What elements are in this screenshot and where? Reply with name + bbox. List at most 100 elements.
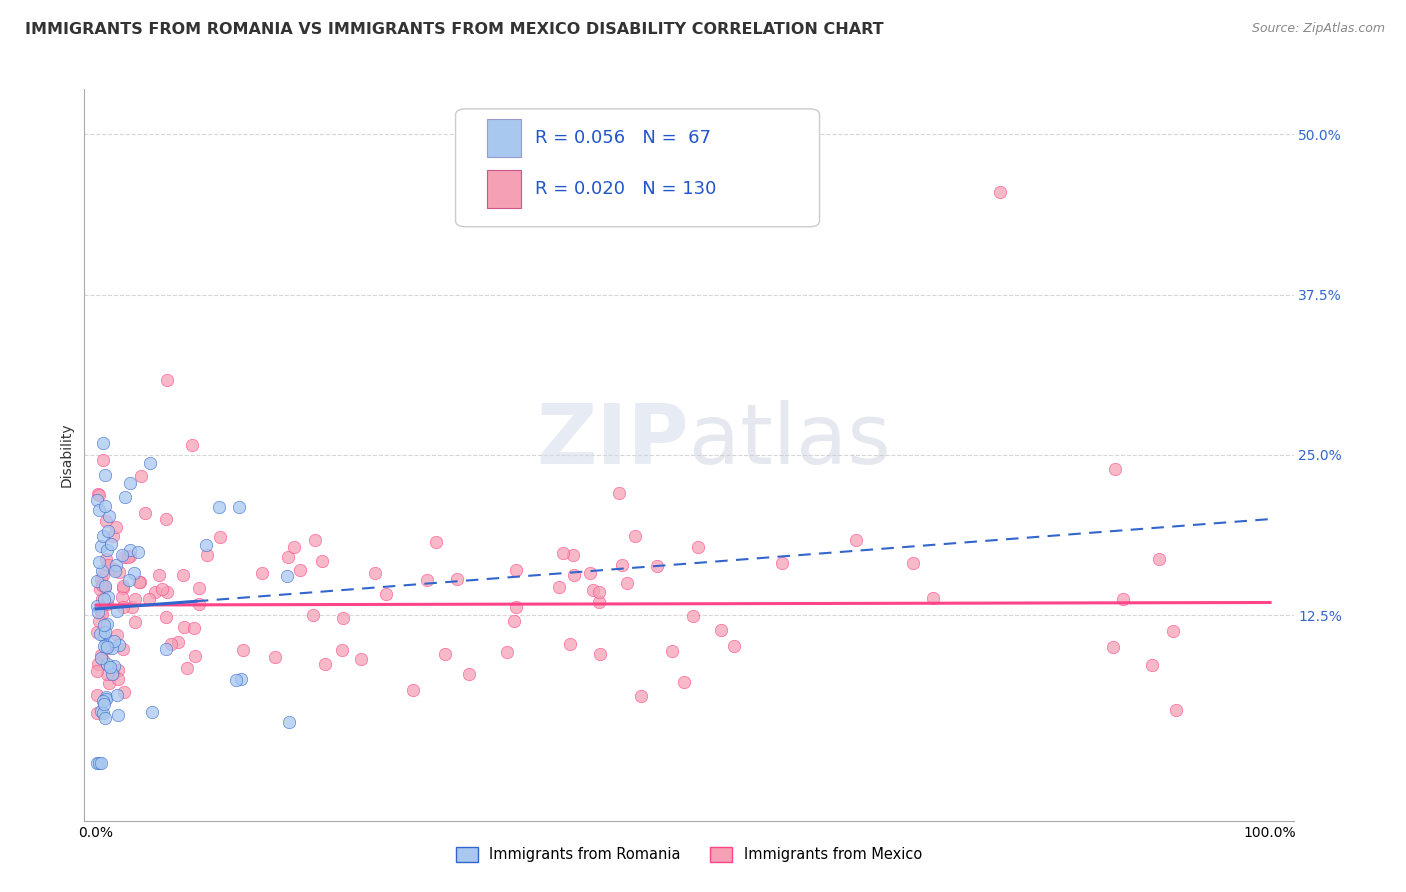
Point (86, 574, 108, 589)
Point (86, 599, 108, 614)
Point (91, 607, 114, 621)
Point (86, 689, 108, 703)
Point (228, 500, 250, 514)
Point (105, 688, 128, 702)
Point (93, 592, 115, 607)
Point (121, 599, 143, 614)
Point (93, 697, 115, 711)
Point (172, 568, 194, 582)
Point (90, 572, 112, 586)
Point (496, 645, 519, 659)
Point (402, 683, 425, 698)
Point (86, 624, 108, 639)
Point (553, 546, 575, 560)
Point (87, 605, 110, 619)
Point (263, 649, 285, 664)
Text: atlas: atlas (689, 400, 890, 481)
Point (903, 556, 925, 570)
Point (673, 675, 696, 690)
Point (112, 685, 135, 699)
Point (96, 598, 118, 612)
Point (91, 578, 114, 592)
Point (582, 583, 605, 598)
Point (124, 592, 146, 607)
Point (107, 604, 129, 618)
Point (607, 486, 630, 500)
Point (98, 508, 121, 523)
Point (208, 500, 231, 514)
Point (89, 626, 111, 640)
Point (173, 620, 195, 634)
Point (87, 614, 110, 628)
Point (91, 568, 114, 582)
Point (90, 591, 112, 606)
Point (87, 488, 110, 502)
Point (91, 653, 114, 667)
Point (138, 592, 160, 607)
Point (645, 559, 668, 574)
Point (111, 590, 134, 604)
Point (91, 694, 114, 708)
Bar (486, 120, 520, 157)
Point (89, 648, 111, 662)
Point (96, 616, 118, 631)
Point (93, 617, 115, 632)
Point (94, 581, 117, 595)
Point (770, 556, 793, 570)
Point (94, 624, 117, 639)
Point (187, 581, 209, 595)
Point (176, 661, 198, 675)
Point (141, 706, 163, 720)
Point (91, 453, 114, 467)
Point (624, 528, 647, 542)
Point (124, 615, 146, 630)
Point (1164, 703, 1187, 717)
Point (111, 599, 134, 614)
Point (89, 756, 111, 770)
Point (502, 614, 524, 628)
Point (90, 756, 112, 770)
Point (139, 456, 162, 470)
Point (104, 558, 127, 572)
Point (187, 597, 209, 611)
Text: R = 0.020   N = 130: R = 0.020 N = 130 (536, 180, 717, 198)
Text: IMMIGRANTS FROM ROMANIA VS IMMIGRANTS FROM MEXICO DISABILITY CORRELATION CHART: IMMIGRANTS FROM ROMANIA VS IMMIGRANTS FR… (25, 22, 884, 37)
Point (374, 586, 396, 600)
Point (90, 539, 112, 553)
Point (96, 657, 118, 671)
Point (155, 584, 177, 599)
Point (332, 611, 354, 625)
Point (91, 564, 114, 578)
Point (314, 657, 336, 672)
Point (112, 549, 135, 564)
Point (89, 502, 111, 516)
Point (682, 609, 704, 624)
Point (160, 637, 183, 651)
Point (96, 552, 118, 566)
Point (118, 475, 141, 490)
Legend: Immigrants from Romania, Immigrants from Mexico: Immigrants from Romania, Immigrants from… (450, 841, 928, 868)
Point (90, 605, 112, 619)
Point (112, 581, 135, 595)
Point (195, 538, 218, 552)
Point (91, 435, 114, 450)
Point (94, 638, 117, 652)
Point (129, 469, 152, 483)
Point (101, 667, 124, 681)
Point (710, 623, 733, 637)
Point (416, 573, 439, 587)
Point (148, 567, 170, 582)
Point (86, 493, 108, 508)
Point (588, 585, 610, 599)
Point (183, 621, 205, 635)
Point (155, 641, 177, 656)
Point (922, 591, 945, 605)
Point (562, 568, 585, 582)
FancyBboxPatch shape (456, 109, 820, 227)
Point (93, 499, 115, 513)
Point (446, 572, 468, 586)
Point (589, 647, 612, 661)
Point (277, 549, 299, 564)
Point (278, 715, 301, 730)
Point (184, 648, 207, 663)
